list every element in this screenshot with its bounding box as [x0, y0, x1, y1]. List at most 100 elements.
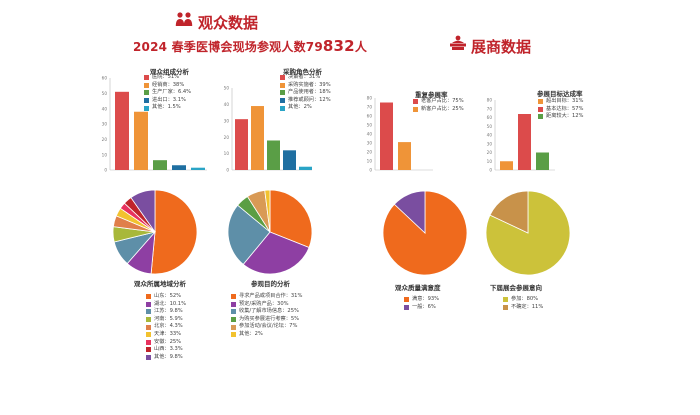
- legend-swatch: [538, 106, 543, 112]
- legend-label: 湖北：10.1%: [154, 300, 187, 307]
- bar: [283, 150, 296, 170]
- legend-swatch: [231, 294, 236, 300]
- pie-slice: [269, 189, 313, 248]
- legend-item: 其他：1.5%: [144, 104, 191, 112]
- legend-label: 经销商：38%: [152, 81, 185, 88]
- legend-swatch: [280, 98, 285, 104]
- legend-swatch: [231, 332, 236, 338]
- legend-swatch: [144, 105, 149, 111]
- bar: [380, 102, 393, 170]
- legend-swatch: [413, 99, 418, 105]
- chart-title-purpose: 参观目的分析: [251, 280, 290, 288]
- y-tick-label: 60: [367, 114, 373, 119]
- y-tick-label: 0: [226, 168, 229, 173]
- legend-swatch: [280, 75, 285, 81]
- legend-label: 产品使用者：18%: [288, 89, 331, 96]
- legend-swatch: [144, 98, 149, 104]
- pie-chart-next: [485, 190, 571, 276]
- legend-label: 天津：33%: [154, 330, 182, 337]
- bar: [235, 119, 248, 170]
- y-tick-label: 50: [102, 91, 108, 96]
- pie-slice: [227, 204, 271, 265]
- y-tick-label: 50: [487, 124, 493, 129]
- legend-item: 山东：52%: [146, 293, 186, 301]
- y-tick-label: 30: [487, 141, 493, 146]
- subtitle-count-b: 832: [322, 37, 355, 55]
- legend-swatch: [231, 324, 236, 330]
- legend-swatch: [146, 301, 151, 307]
- y-tick-label: 10: [487, 159, 493, 164]
- legend-item: 安徽：25%: [146, 339, 186, 347]
- bar: [536, 152, 549, 170]
- bar: [518, 114, 531, 170]
- legend-swatch: [146, 355, 151, 361]
- bar: [115, 91, 129, 170]
- legend-label: 不确定：11%: [511, 303, 544, 310]
- legend-procurement: 决策者：31% 采购实施者：39% 产品使用者：18% 推荐或顾问：12% 其他：2%: [280, 74, 331, 112]
- bar-chart-composition: 60 50 40 30 20 10 0: [102, 76, 207, 173]
- legend-satisfaction: 满意：93% 一般：6%: [404, 296, 439, 311]
- legend-label: 生产厂家：6.4%: [152, 89, 192, 96]
- legend-next: 参加：80% 不确定：11%: [503, 296, 543, 311]
- pie-slice: [489, 190, 529, 234]
- legend-item: 进出口：3.1%: [144, 97, 191, 105]
- legend-item: 其他：2%: [231, 331, 302, 339]
- legend-region: 山东：52% 湖北：10.1% 江苏：9.8% 河南：5.9% 北京：4.3% 天津：33…: [146, 293, 186, 361]
- legend-label: 参加活动/会议/论坛：7%: [239, 323, 298, 330]
- y-tick-label: 30: [102, 122, 108, 127]
- y-tick-label: 0: [369, 168, 372, 173]
- legend-label: 河南：5.9%: [154, 315, 183, 322]
- y-tick-label: 40: [487, 133, 493, 138]
- bar: [398, 142, 411, 170]
- legend-swatch: [231, 309, 236, 315]
- legend-swatch: [413, 106, 418, 112]
- audience-heading: 观众数据: [198, 14, 259, 32]
- legend-label: 寻求产品或项目合作：31%: [239, 293, 303, 299]
- legend-item: 生产厂家：6.4%: [144, 89, 191, 97]
- legend-label: 为购买参展进行考察：5%: [239, 315, 300, 322]
- legend-swatch: [146, 347, 151, 353]
- bar: [172, 165, 186, 170]
- pie-chart-region: [112, 189, 198, 275]
- bar-chart-procurement: 50 40 30 20 10 0: [224, 86, 312, 173]
- legend-swatch: [280, 105, 285, 111]
- legend-item: 决策者：31%: [280, 74, 331, 82]
- y-tick-label: 20: [102, 137, 108, 142]
- pie-chart-satisfaction: [382, 190, 468, 276]
- bar: [267, 140, 280, 170]
- legend-label: 收集/了解市场信息：25%: [239, 308, 299, 315]
- pie-slice: [242, 231, 310, 275]
- legend-item: 医院：51%: [144, 74, 191, 82]
- y-tick-label: 10: [102, 152, 108, 157]
- exhibitor-heading: 展商数据: [471, 38, 532, 56]
- legend-swatch: [146, 332, 151, 338]
- legend-label: 医院：51%: [152, 74, 180, 80]
- subtitle-prefix: 2024 春季医博会现场参观人数: [133, 40, 306, 54]
- legend-label: 进出口：3.1%: [152, 96, 186, 103]
- legend-swatch: [146, 309, 151, 315]
- legend-item: 湖北：10.1%: [146, 301, 186, 309]
- bar-chart-goal: 80 70 60 50 40 30 20 10 0: [487, 98, 555, 173]
- legend-item: 推荐或顾问：12%: [280, 97, 331, 105]
- y-tick-label: 30: [367, 141, 373, 146]
- legend-swatch: [503, 304, 508, 310]
- bar: [299, 166, 312, 170]
- legend-swatch: [280, 82, 285, 88]
- legend-label: 一般：6%: [412, 303, 436, 310]
- pie-slice: [264, 189, 271, 233]
- y-tick-label: 20: [224, 135, 230, 140]
- legend-swatch: [146, 324, 151, 330]
- y-tick-label: 0: [489, 168, 492, 173]
- legend-label: 推荐或顾问：12%: [288, 96, 331, 103]
- y-tick-label: 30: [224, 118, 230, 123]
- y-tick-label: 80: [367, 96, 373, 101]
- legend-item: 北京：4.3%: [146, 323, 186, 331]
- legend-swatch: [144, 82, 149, 88]
- legend-item: 天津：33%: [146, 331, 186, 339]
- pie-slice: [130, 189, 156, 234]
- legend-item: 一般：6%: [404, 304, 439, 312]
- legend-label: 决策者：31%: [288, 74, 321, 80]
- legend-item: 为购买参展进行考察：5%: [231, 316, 302, 324]
- legend-label: 超出目标：31%: [546, 98, 584, 104]
- legend-label: 老客户占比：75%: [421, 98, 464, 104]
